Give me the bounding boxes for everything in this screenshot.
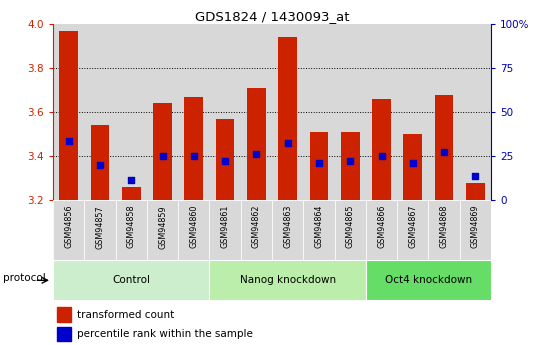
Point <box>315 160 324 166</box>
Point <box>64 138 73 144</box>
Text: GSM94864: GSM94864 <box>315 205 324 248</box>
Point <box>377 153 386 159</box>
Bar <box>153 103 172 200</box>
Bar <box>460 24 491 200</box>
Bar <box>247 88 266 200</box>
Point <box>220 158 229 163</box>
Bar <box>147 24 178 200</box>
Text: GSM94857: GSM94857 <box>95 205 104 248</box>
Bar <box>209 200 240 260</box>
Point <box>283 140 292 146</box>
Text: GSM94856: GSM94856 <box>64 205 73 248</box>
Text: GSM94865: GSM94865 <box>346 205 355 248</box>
Bar <box>90 125 109 200</box>
Bar <box>397 200 429 260</box>
Bar <box>84 24 116 200</box>
Bar <box>122 187 141 200</box>
Bar <box>216 119 234 200</box>
Bar <box>429 200 460 260</box>
Bar <box>366 260 491 300</box>
Bar <box>372 99 391 200</box>
Text: GSM94867: GSM94867 <box>408 205 417 248</box>
Text: GSM94866: GSM94866 <box>377 205 386 248</box>
Bar <box>429 24 460 200</box>
Bar <box>116 200 147 260</box>
Point <box>189 153 198 159</box>
Text: GSM94858: GSM94858 <box>127 205 136 248</box>
Bar <box>209 260 366 300</box>
Bar <box>147 200 178 260</box>
Bar <box>366 24 397 200</box>
Text: Control: Control <box>112 275 150 285</box>
Text: Nanog knockdown: Nanog knockdown <box>239 275 336 285</box>
Bar <box>466 183 485 200</box>
Bar <box>240 200 272 260</box>
Bar <box>178 200 209 260</box>
Text: GSM94859: GSM94859 <box>158 205 167 248</box>
Bar <box>59 31 78 200</box>
Point <box>95 162 104 168</box>
Bar <box>184 97 203 200</box>
Text: protocol: protocol <box>3 273 45 283</box>
Bar <box>272 200 304 260</box>
Text: GSM94862: GSM94862 <box>252 205 261 248</box>
Title: GDS1824 / 1430093_at: GDS1824 / 1430093_at <box>195 10 349 23</box>
Text: GSM94868: GSM94868 <box>440 205 449 248</box>
Text: percentile rank within the sample: percentile rank within the sample <box>77 329 253 339</box>
Bar <box>53 200 84 260</box>
Point <box>471 173 480 179</box>
Bar <box>366 200 397 260</box>
Point <box>346 158 355 163</box>
Point <box>158 153 167 159</box>
Text: transformed count: transformed count <box>77 309 174 319</box>
Bar <box>178 24 209 200</box>
Bar <box>278 37 297 200</box>
Bar <box>209 24 240 200</box>
Bar <box>57 327 70 342</box>
Bar <box>272 24 304 200</box>
Point <box>440 149 449 155</box>
Bar <box>116 24 147 200</box>
Bar <box>53 260 209 300</box>
Point <box>408 160 417 166</box>
Bar <box>304 24 335 200</box>
Text: GSM94869: GSM94869 <box>471 205 480 248</box>
Text: GSM94860: GSM94860 <box>189 205 198 248</box>
Bar <box>435 95 454 200</box>
Bar <box>335 24 366 200</box>
Bar <box>403 134 422 200</box>
Point <box>127 178 136 183</box>
Text: GSM94863: GSM94863 <box>283 205 292 248</box>
Bar <box>84 200 116 260</box>
Bar <box>304 200 335 260</box>
Bar <box>341 132 359 200</box>
Bar <box>53 24 84 200</box>
Bar <box>397 24 429 200</box>
Text: GSM94861: GSM94861 <box>220 205 229 248</box>
Bar <box>335 200 366 260</box>
Bar <box>240 24 272 200</box>
Text: Oct4 knockdown: Oct4 knockdown <box>385 275 472 285</box>
Bar <box>460 200 491 260</box>
Bar <box>57 307 70 322</box>
Bar <box>310 132 328 200</box>
Point <box>252 151 261 157</box>
